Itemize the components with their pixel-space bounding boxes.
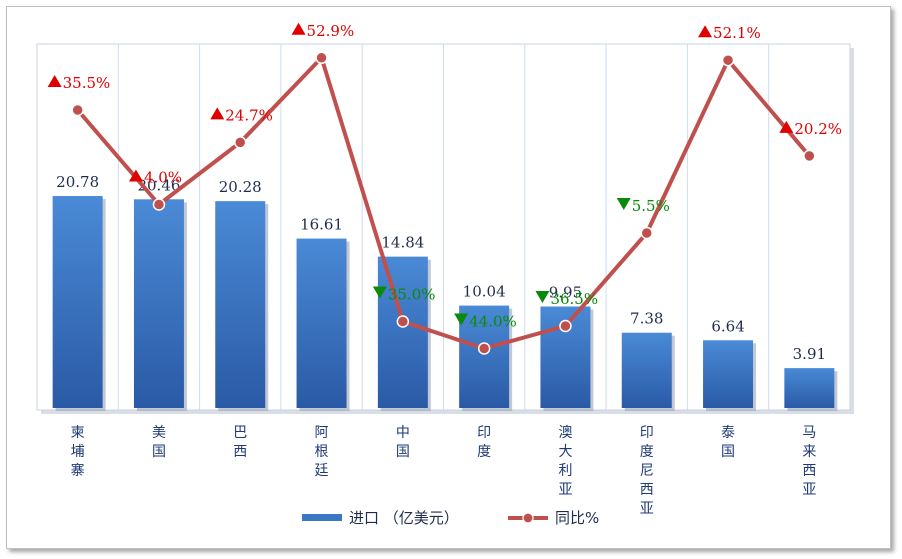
yoy-label-text: 20.2% (794, 120, 842, 138)
yoy-point (234, 136, 247, 149)
bar-value-label: 6.64 (711, 317, 744, 335)
category-label: 印度尼西亚 (640, 425, 654, 517)
legend-line-marker (522, 512, 534, 524)
legend-bar-label: 进口 （亿美元） (349, 509, 459, 527)
category-label: 巴西 (233, 425, 247, 460)
bar (621, 332, 672, 408)
yoy-line-series (71, 51, 816, 355)
yoy-point (477, 342, 491, 355)
yoy-point (71, 103, 84, 117)
bar (377, 256, 428, 408)
yoy-label: 5.5% (616, 197, 670, 215)
yoy-label-text: 5.5% (632, 197, 670, 215)
legend-line-label: 同比% (555, 509, 599, 527)
category-label: 泰国 (721, 425, 735, 460)
category-label: 阿根廷 (315, 425, 329, 479)
bar (703, 340, 754, 408)
up-triangle-icon (698, 25, 713, 38)
yoy-point (396, 315, 410, 328)
yoy-label-text: 44.0% (469, 313, 517, 331)
bar (459, 305, 510, 408)
up-triangle-icon (210, 107, 225, 120)
up-triangle-icon (779, 120, 794, 133)
bar-value-label: 20.78 (56, 173, 99, 191)
yoy-point (315, 51, 328, 65)
category-label: 美国 (152, 425, 166, 460)
yoy-label-text: 24.7% (225, 106, 273, 124)
category-label: 印度 (477, 425, 491, 460)
legend: 进口 （亿美元） 同比% (302, 509, 599, 527)
yoy-label: 35.5% (47, 74, 111, 92)
yoy-point (152, 198, 166, 211)
yoy-point (640, 226, 653, 240)
category-label: 中国 (396, 425, 410, 460)
yoy-point (803, 149, 816, 163)
yoy-label: 24.7% (210, 106, 273, 124)
bar (215, 201, 266, 408)
yoy-label: 36.5% (535, 290, 598, 308)
yoy-label-text: 35.5% (63, 74, 111, 92)
up-triangle-icon (128, 169, 143, 182)
yoy-label-text: 4.0% (144, 169, 182, 187)
yoy-label: 35.0% (372, 286, 436, 304)
bar-value-label: 14.84 (381, 234, 424, 252)
down-triangle-icon (616, 198, 631, 210)
category-label: 澳大利亚 (558, 425, 572, 498)
yoy-label-text: 35.0% (388, 286, 436, 304)
down-triangle-icon (535, 291, 550, 303)
down-triangle-icon (454, 313, 469, 326)
category-label: 马来西亚 (802, 425, 816, 498)
yoy-value-labels: 35.5% 4.0% 24.7% 52.9% 35.0% 44.0% 36.5% 5.5% 52… (47, 22, 842, 331)
yoy-label: 52.1% (698, 24, 761, 42)
category-label: 柬埔寨 (71, 425, 85, 479)
bar-value-label: 3.91 (793, 345, 826, 363)
legend-bar-swatch (302, 514, 342, 521)
yoy-label-text: 52.9% (307, 22, 355, 40)
up-triangle-icon (291, 22, 306, 35)
bar-value-label: 20.28 (219, 178, 262, 196)
bar (784, 368, 835, 408)
bar (133, 199, 184, 408)
bar-value-label: 16.61 (300, 216, 343, 234)
yoy-label: 20.2% (779, 120, 842, 138)
category-axis-labels: 柬埔寨 美国 巴西 阿根廷 中国 印度 澳大利亚 印度尼西亚 泰国 马来西亚 (71, 425, 817, 517)
yoy-line (76, 55, 811, 351)
yoy-point (721, 53, 735, 67)
yoy-label: 44.0% (454, 313, 517, 331)
bar-value-label: 7.38 (630, 310, 663, 328)
bar-value-label: 10.04 (463, 283, 506, 301)
bar (296, 238, 347, 408)
bar-series (52, 196, 838, 411)
yoy-label: 4.0% (128, 169, 182, 187)
yoy-label-text: 36.5% (550, 290, 598, 308)
bar (52, 196, 103, 408)
up-triangle-icon (47, 75, 62, 87)
down-triangle-icon (372, 286, 387, 299)
yoy-label: 52.9% (291, 22, 355, 40)
yoy-point (559, 319, 572, 333)
bar-value-label: 9.95 (549, 284, 582, 302)
yoy-label-text: 52.1% (713, 24, 761, 42)
